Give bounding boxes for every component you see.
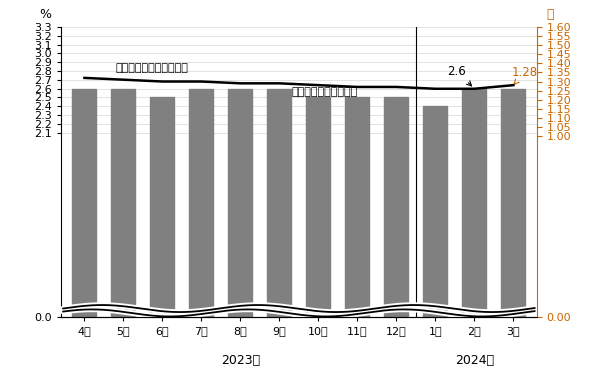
Text: 2023年: 2023年 bbox=[221, 354, 260, 367]
Bar bbox=[384, 98, 409, 317]
Bar bbox=[111, 89, 135, 317]
Bar bbox=[501, 89, 525, 317]
Text: 2024年: 2024年 bbox=[455, 354, 494, 367]
Text: 1.28: 1.28 bbox=[511, 66, 537, 84]
Text: 倍: 倍 bbox=[547, 8, 554, 21]
Bar bbox=[150, 98, 174, 317]
Bar bbox=[73, 89, 96, 317]
Bar bbox=[306, 98, 331, 317]
Text: 有効求人倍率（右目盛）: 有効求人倍率（右目盛） bbox=[116, 63, 188, 74]
Bar bbox=[462, 89, 487, 317]
Text: 完全失業率（左目盛）: 完全失業率（左目盛） bbox=[291, 87, 357, 97]
Text: %: % bbox=[40, 8, 51, 21]
Text: 2.6: 2.6 bbox=[448, 65, 472, 86]
Bar bbox=[189, 89, 213, 317]
Bar bbox=[345, 98, 370, 317]
Bar bbox=[267, 89, 292, 317]
Bar bbox=[228, 89, 253, 317]
Bar bbox=[423, 106, 448, 317]
